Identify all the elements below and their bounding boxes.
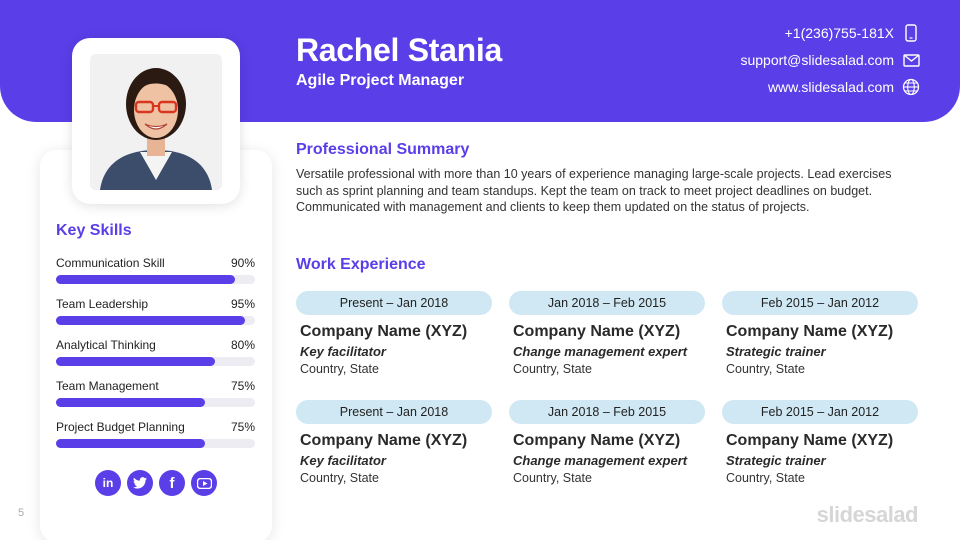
skill-label: Team Leadership	[56, 297, 149, 311]
linkedin-icon[interactable]: in	[95, 470, 121, 496]
skill-communication: Communication Skill 90%	[56, 255, 255, 284]
skill-budget-planning: Project Budget Planning 75%	[56, 419, 255, 448]
company-name: Company Name (XYZ)	[726, 432, 894, 449]
job-location: Country, State	[300, 362, 379, 376]
skill-bar-fill	[56, 357, 216, 366]
contact-phone: +1(236)755-181X	[785, 24, 920, 42]
skill-label: Analytical Thinking	[56, 338, 156, 352]
job-title: Change management expert	[513, 344, 688, 359]
profile-photo-frame	[72, 38, 240, 204]
skill-label: Team Management	[56, 379, 159, 393]
skill-bar-track	[56, 275, 255, 284]
date-range-pill: Jan 2018 – Feb 2015	[509, 291, 705, 315]
experience-item: Feb 2015 – Jan 2012 Company Name (XYZ) S…	[722, 291, 918, 376]
experience-item: Present – Jan 2018 Company Name (XYZ) Ke…	[296, 291, 492, 376]
brand-watermark: slidesalad	[816, 502, 919, 527]
job-title: Strategic trainer	[726, 453, 826, 468]
email-text[interactable]: support@slidesalad.com	[740, 52, 894, 68]
skill-management: Team Management 75%	[56, 378, 255, 407]
page-number: 5	[18, 507, 25, 519]
skill-bar-track	[56, 398, 255, 407]
date-range-pill: Feb 2015 – Jan 2012	[722, 400, 918, 424]
phone-text: +1(236)755-181X	[784, 25, 894, 41]
profile-photo	[90, 54, 222, 190]
phone-icon	[902, 24, 920, 42]
candidate-role: Agile Project Manager	[296, 72, 465, 89]
job-title: Change management expert	[513, 453, 688, 468]
company-name: Company Name (XYZ)	[300, 323, 468, 340]
skill-label: Communication Skill	[56, 256, 165, 270]
youtube-icon[interactable]	[191, 470, 217, 496]
experience-item: Jan 2018 – Feb 2015 Company Name (XYZ) C…	[509, 400, 705, 485]
candidate-name: Rachel Stania	[296, 32, 502, 68]
skill-bar-fill	[56, 439, 206, 448]
skill-percent: 75%	[230, 420, 255, 434]
skill-label: Project Budget Planning	[56, 420, 185, 434]
experience-item: Jan 2018 – Feb 2015 Company Name (XYZ) C…	[509, 291, 705, 376]
job-location: Country, State	[300, 471, 379, 485]
job-location: Country, State	[726, 362, 805, 376]
job-title: Strategic trainer	[726, 344, 826, 359]
skill-percent: 95%	[230, 297, 255, 311]
summary-heading: Professional Summary	[296, 141, 470, 158]
job-location: Country, State	[726, 471, 805, 485]
date-range-pill: Feb 2015 – Jan 2012	[722, 291, 918, 315]
skill-bar-fill	[56, 275, 236, 284]
summary-text: Versatile professional with more than 10…	[296, 167, 892, 214]
company-name: Company Name (XYZ)	[513, 432, 681, 449]
skills-heading: Key Skills	[56, 222, 132, 239]
skill-bar-track	[56, 357, 255, 366]
job-title: Key facilitator	[300, 453, 386, 468]
skill-leadership: Team Leadership 95%	[56, 296, 255, 325]
social-links: in f	[95, 470, 217, 496]
date-range-pill: Present – Jan 2018	[296, 291, 492, 315]
contact-website: www.slidesalad.com	[768, 78, 920, 96]
skill-bar-fill	[56, 398, 206, 407]
company-name: Company Name (XYZ)	[300, 432, 468, 449]
job-location: Country, State	[513, 471, 592, 485]
skill-bar-track	[56, 316, 255, 325]
skill-percent: 80%	[230, 338, 255, 352]
skill-percent: 90%	[230, 256, 255, 270]
globe-icon	[902, 78, 920, 96]
company-name: Company Name (XYZ)	[513, 323, 681, 340]
job-location: Country, State	[513, 362, 592, 376]
date-range-pill: Present – Jan 2018	[296, 400, 492, 424]
skills-card	[40, 150, 272, 540]
experience-item: Present – Jan 2018 Company Name (XYZ) Ke…	[296, 400, 492, 485]
contact-email: support@slidesalad.com	[740, 51, 920, 69]
experience-heading: Work Experience	[296, 256, 426, 273]
website-text[interactable]: www.slidesalad.com	[767, 79, 894, 95]
skill-bar-fill	[56, 316, 246, 325]
twitter-icon[interactable]	[127, 470, 153, 496]
facebook-icon[interactable]: f	[159, 470, 185, 496]
date-range-pill: Jan 2018 – Feb 2015	[509, 400, 705, 424]
job-title: Key facilitator	[300, 344, 386, 359]
skill-bar-track	[56, 439, 255, 448]
company-name: Company Name (XYZ)	[726, 323, 894, 340]
email-icon	[902, 51, 920, 69]
skill-analytical: Analytical Thinking 80%	[56, 337, 255, 366]
skill-percent: 75%	[230, 379, 255, 393]
experience-item: Feb 2015 – Jan 2012 Company Name (XYZ) S…	[722, 400, 918, 485]
